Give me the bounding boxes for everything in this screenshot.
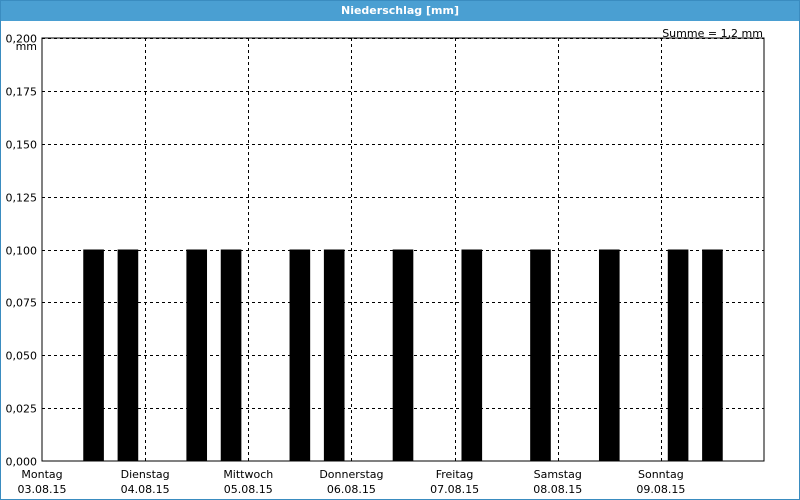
x-weekday-label: Montag <box>21 468 62 481</box>
x-weekday-label: Mittwoch <box>223 468 273 481</box>
y-tick-label: 0,000 <box>6 456 38 469</box>
precipitation-bar <box>83 249 104 461</box>
x-date-label: 05.08.15 <box>224 483 273 496</box>
x-date-label: 07.08.15 <box>430 483 479 496</box>
precipitation-bar <box>667 249 689 461</box>
y-tick-label: 0,175 <box>6 86 38 99</box>
y-tick-label: 0,150 <box>6 139 38 152</box>
x-weekday-label: Dienstag <box>121 468 170 481</box>
y-tick-label: 0,125 <box>6 192 38 205</box>
precipitation-bar <box>598 249 620 461</box>
y-axis-label: mm <box>16 40 37 53</box>
x-date-label: 03.08.15 <box>18 483 67 496</box>
y-tick-label: 0,075 <box>6 297 38 310</box>
x-weekday-label: Donnerstag <box>319 468 383 481</box>
precipitation-bar <box>220 249 242 461</box>
precipitation-bar <box>392 249 414 461</box>
y-tick-label: 0,050 <box>6 350 38 363</box>
y-tick-label: 0,100 <box>6 245 38 258</box>
y-tick-label: 0,025 <box>6 403 38 416</box>
precipitation-bar <box>530 249 551 461</box>
x-date-label: 04.08.15 <box>121 483 170 496</box>
x-weekday-label: Samstag <box>534 468 582 481</box>
precipitation-bar <box>117 249 139 461</box>
sum-label: Summe = 1,2 mm <box>662 27 763 40</box>
x-weekday-label: Freitag <box>436 468 474 481</box>
x-date-label: 06.08.15 <box>327 483 376 496</box>
x-weekday-label: Sonntag <box>638 468 684 481</box>
x-date-label: 09.08.15 <box>636 483 685 496</box>
precipitation-bar <box>702 249 723 461</box>
precipitation-bar <box>186 249 208 461</box>
precipitation-bar <box>289 249 311 461</box>
x-date-label: 08.08.15 <box>533 483 582 496</box>
precipitation-bar <box>323 249 345 461</box>
precipitation-bar <box>461 249 483 461</box>
chart-title: Niederschlag [mm] <box>1 1 799 21</box>
y-tick-label: 0,200 <box>6 33 38 46</box>
